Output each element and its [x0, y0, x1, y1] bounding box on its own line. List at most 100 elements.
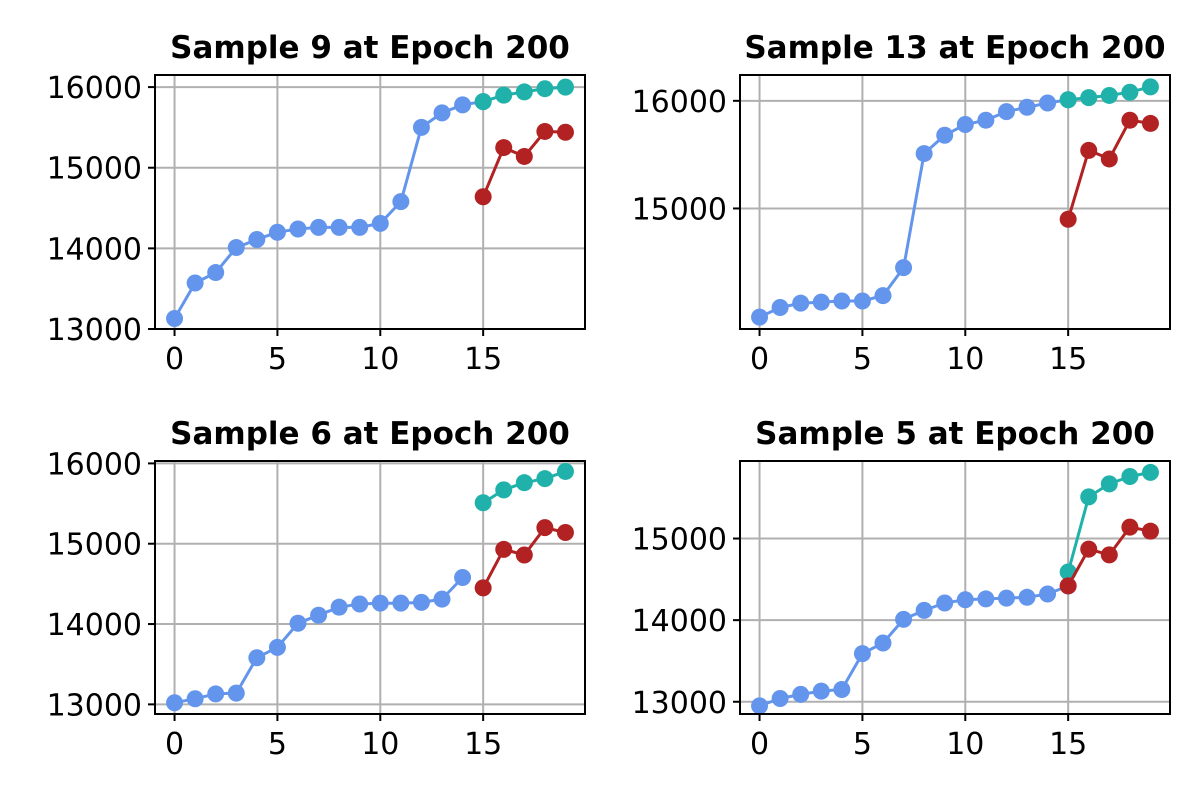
- data-point: [330, 218, 348, 236]
- data-point: [1080, 488, 1098, 506]
- series-line-3: [1066, 118, 1151, 220]
- data-point: [915, 145, 933, 163]
- x-tick-label: 0: [750, 342, 769, 377]
- x-tick-label: 5: [853, 727, 872, 762]
- data-point: [474, 188, 492, 206]
- data-point: [895, 610, 913, 628]
- data-point: [392, 193, 410, 211]
- data-point: [536, 519, 554, 537]
- data-point: [166, 310, 184, 328]
- data-point: [495, 139, 513, 157]
- data-point: [289, 614, 307, 632]
- data-point: [751, 697, 769, 715]
- data-point: [330, 598, 348, 616]
- data-point: [1018, 98, 1036, 116]
- data-point: [392, 594, 410, 612]
- x-tick-label: 15: [1049, 727, 1087, 762]
- chart-title: Sample 6 at Epoch 200: [170, 416, 570, 452]
- data-point: [371, 594, 389, 612]
- data-point: [956, 116, 974, 134]
- data-point: [556, 123, 574, 141]
- data-point: [227, 239, 245, 257]
- data-point: [977, 590, 995, 608]
- data-point: [289, 220, 307, 238]
- data-point: [454, 96, 472, 114]
- x-tick-label: 10: [361, 342, 399, 377]
- data-point: [1080, 540, 1098, 558]
- x-tick-label: 0: [750, 727, 769, 762]
- series-line-1: [758, 584, 1069, 708]
- axes-frame: [154, 74, 586, 330]
- series-line-1: [758, 98, 1069, 319]
- x-tick-label: 10: [946, 342, 984, 377]
- data-point: [515, 83, 533, 101]
- data-point: [1100, 86, 1118, 104]
- x-tick-label: 5: [853, 342, 872, 377]
- data-point: [536, 470, 554, 488]
- data-point: [515, 147, 533, 165]
- y-tick-label: 14000: [47, 232, 142, 267]
- data-point: [853, 292, 871, 310]
- data-point: [536, 122, 554, 140]
- data-point: [1121, 518, 1139, 536]
- data-point: [433, 104, 451, 122]
- data-point: [792, 685, 810, 703]
- data-point: [1059, 577, 1077, 595]
- chart-panel-3: 0 5 10 15 13000 14000 15000 16000 Sample 6 at Ep…: [47, 416, 586, 762]
- y-tick-label: 16000: [632, 85, 727, 120]
- data-point: [186, 274, 204, 292]
- data-point: [874, 287, 892, 305]
- data-point: [433, 590, 451, 608]
- data-point: [515, 474, 533, 492]
- data-point: [1141, 78, 1159, 96]
- y-tick-label: 14000: [47, 608, 142, 643]
- data-point: [936, 594, 954, 612]
- x-tick-label: 5: [268, 342, 287, 377]
- data-point: [556, 78, 574, 96]
- data-point: [1100, 546, 1118, 564]
- x-tick-label: 10: [946, 727, 984, 762]
- y-tick-label: 15000: [47, 528, 142, 563]
- data-point: [977, 111, 995, 129]
- y-tick-label: 13000: [632, 686, 727, 721]
- data-point: [812, 682, 830, 700]
- data-point: [1121, 83, 1139, 101]
- data-point: [371, 214, 389, 232]
- x-tick-label: 10: [361, 727, 399, 762]
- data-point: [495, 86, 513, 104]
- data-point: [227, 684, 245, 702]
- data-point: [351, 218, 369, 236]
- data-point: [454, 568, 472, 586]
- data-point: [268, 638, 286, 656]
- data-point: [495, 540, 513, 558]
- chart-title: Sample 13 at Epoch 200: [744, 30, 1165, 66]
- data-point: [310, 218, 328, 236]
- data-point: [474, 93, 492, 111]
- data-point: [207, 685, 225, 703]
- x-tick-label: 0: [165, 342, 184, 377]
- data-point: [1059, 210, 1077, 228]
- x-tick-label: 5: [268, 727, 287, 762]
- chart-title: Sample 5 at Epoch 200: [755, 416, 1155, 452]
- data-point: [1141, 114, 1159, 132]
- data-point: [915, 601, 933, 619]
- data-point: [248, 649, 266, 667]
- data-point: [207, 264, 225, 282]
- data-point: [412, 593, 430, 611]
- y-tick-label: 14000: [632, 604, 727, 639]
- chart-title: Sample 9 at Epoch 200: [170, 30, 570, 66]
- y-tick-label: 13000: [47, 688, 142, 723]
- axes-frame: [739, 460, 1171, 715]
- data-point: [1018, 588, 1036, 606]
- data-point: [936, 126, 954, 144]
- data-point: [874, 634, 892, 652]
- data-point: [956, 591, 974, 609]
- y-tick-label: 13000: [47, 313, 142, 348]
- data-point: [351, 595, 369, 613]
- data-point: [997, 589, 1015, 607]
- chart-panel-1: 0 5 10 15 13000 14000 15000 16000 Sample 9 at Ep…: [47, 30, 586, 377]
- data-point: [853, 645, 871, 663]
- y-tick-label: 15000: [632, 523, 727, 558]
- data-point: [1039, 94, 1057, 112]
